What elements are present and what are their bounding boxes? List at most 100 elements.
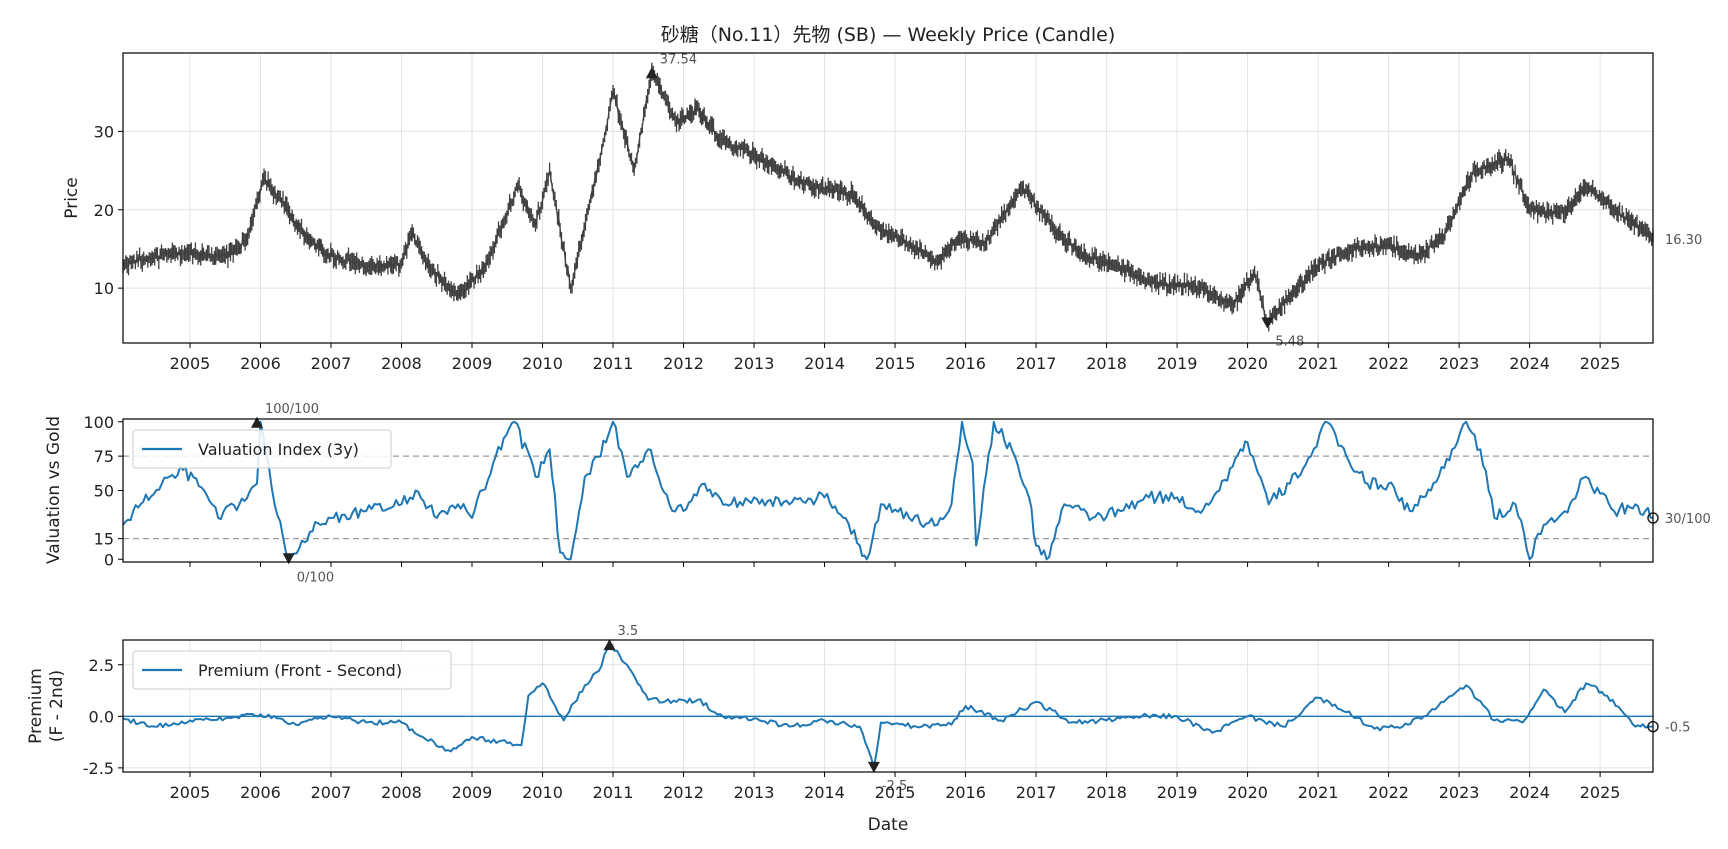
annotation-label: 37.54 xyxy=(660,52,697,67)
premium-series xyxy=(122,643,1653,769)
x-tick-label: 2025 xyxy=(1580,783,1621,802)
x-tick-label: 2024 xyxy=(1509,354,1550,373)
price-line xyxy=(122,70,1654,327)
x-tick-label: 2025 xyxy=(1580,354,1621,373)
x-tick-label: 2018 xyxy=(1086,354,1127,373)
valuation-panel: 100/100 0/100 30/100 015 50 75 100 Valuation … xyxy=(44,402,1711,586)
x-tick-label: 2015 xyxy=(875,783,916,802)
y-tick-label: 50 xyxy=(94,482,114,501)
chart-title: 砂糖（No.11）先物 (SB) — Weekly Price (Candle) xyxy=(661,24,1116,46)
y-tick-label: 0 xyxy=(104,550,114,569)
x-tick-label: 2005 xyxy=(170,354,211,373)
x-tick-label: 2014 xyxy=(804,783,845,802)
x-tick-label: 2009 xyxy=(452,783,493,802)
x-tick-label: 2019 xyxy=(1157,783,1198,802)
valuation-legend-label: Valuation Index (3y) xyxy=(198,440,359,459)
annotation-label: -2.5 xyxy=(882,779,907,794)
premium-panel: 3.5-2.5-0.5 -2.50.02.5 2005 2006 2007 2008 2… xyxy=(26,624,1690,835)
x-tick-label: 2019 xyxy=(1157,354,1198,373)
min-marker xyxy=(867,761,880,773)
x-tick-label: 2015 xyxy=(875,354,916,373)
x-tick-label: 2023 xyxy=(1439,354,1480,373)
valuation-series xyxy=(122,420,1654,561)
x-tick-label: 2012 xyxy=(663,354,704,373)
max-marker xyxy=(250,416,263,428)
x-tick-label: 2021 xyxy=(1298,354,1339,373)
x-tick-label: 2008 xyxy=(381,783,422,802)
annotation-label: 5.48 xyxy=(1275,335,1304,350)
price-y-ticks: 10 20 30 xyxy=(94,122,123,298)
premium-legend-label: Premium (Front - Second) xyxy=(198,661,402,680)
valuation-y-label: Valuation vs Gold xyxy=(44,416,64,564)
price-grid xyxy=(123,53,1653,343)
y-tick-label: 15 xyxy=(94,530,114,549)
x-tick-label: 2021 xyxy=(1298,783,1339,802)
min-marker xyxy=(1261,317,1274,329)
x-tick-label: 2018 xyxy=(1086,783,1127,802)
valuation-annotations: 100/100 0/100 30/100 xyxy=(250,402,1711,585)
annotation-label: 16.30 xyxy=(1665,233,1702,248)
series-line xyxy=(122,643,1653,769)
max-marker xyxy=(603,639,616,651)
min-marker xyxy=(282,553,295,565)
premium-y-label-line2: (F - 2nd) xyxy=(47,670,67,742)
x-tick-label: 2006 xyxy=(240,354,281,373)
x-tick-label: 2011 xyxy=(593,783,634,802)
x-tick-label: 2005 xyxy=(170,783,211,802)
x-tick-label: 2024 xyxy=(1509,783,1550,802)
annotation-label: 0/100 xyxy=(297,570,334,585)
price-candles xyxy=(122,62,1654,332)
premium-x-label: Date xyxy=(868,815,909,835)
x-tick-label: 2020 xyxy=(1227,783,1268,802)
x-tick-label: 2017 xyxy=(1016,354,1057,373)
price-axes-frame xyxy=(122,52,1654,344)
valuation-legend-box xyxy=(132,429,392,469)
price-x-ticks: 2005 2006 2007 2008 2009 2010 2011 2012 2013 2014… xyxy=(170,343,1621,373)
y-tick-label: 20 xyxy=(94,201,114,220)
valuation-y-ticks: 015 50 75 100 xyxy=(83,413,123,569)
x-tick-label: 2016 xyxy=(945,354,986,373)
valuation-x-ticks xyxy=(189,562,1601,567)
x-tick-label: 2007 xyxy=(311,783,352,802)
annotation-label: 30/100 xyxy=(1665,512,1711,527)
series-line xyxy=(122,420,1654,561)
max-marker xyxy=(645,67,658,79)
price-y-label: Price xyxy=(62,177,82,218)
x-tick-label: 2008 xyxy=(381,354,422,373)
x-tick-label: 2011 xyxy=(593,354,634,373)
x-tick-label: 2009 xyxy=(452,354,493,373)
premium-annotations: 3.5 -2.5 -0.5 xyxy=(603,624,1690,794)
x-tick-label: 2023 xyxy=(1439,783,1480,802)
valuation-legend: Valuation Index (3y) xyxy=(132,429,392,469)
y-tick-label: 30 xyxy=(94,122,114,141)
premium-y-ticks: -2.5 0.0 2.5 xyxy=(83,656,123,778)
x-tick-label: 2022 xyxy=(1368,354,1409,373)
x-tick-label: 2013 xyxy=(734,783,775,802)
premium-y-label-line1: Premium xyxy=(26,668,46,744)
x-tick-label: 2010 xyxy=(522,783,563,802)
x-tick-label: 2006 xyxy=(240,783,281,802)
price-series xyxy=(122,62,1654,332)
premium-axes-frame xyxy=(122,639,1654,773)
y-tick-label: -2.5 xyxy=(83,759,114,778)
price-annotations: 37.54 5.48 16.30 xyxy=(645,52,1702,350)
annotation-label: -0.5 xyxy=(1665,721,1690,736)
x-tick-label: 2014 xyxy=(804,354,845,373)
x-tick-label: 2020 xyxy=(1227,354,1268,373)
annotation-label: 3.5 xyxy=(617,624,638,639)
x-tick-label: 2012 xyxy=(663,783,704,802)
x-tick-label: 2016 xyxy=(945,783,986,802)
y-tick-label: 75 xyxy=(94,447,114,466)
x-tick-label: 2010 xyxy=(522,354,563,373)
y-tick-label: 10 xyxy=(94,279,114,298)
y-tick-label: 0.0 xyxy=(89,707,114,726)
premium-legend: Premium (Front - Second) xyxy=(132,650,452,690)
premium-x-ticks: 2005 2006 2007 2008 2009 2010 2011 2012 2013 2014… xyxy=(170,772,1621,802)
x-tick-label: 2013 xyxy=(734,354,775,373)
y-tick-label: 2.5 xyxy=(89,656,114,675)
x-tick-label: 2007 xyxy=(311,354,352,373)
premium-legend-box xyxy=(132,650,452,690)
x-tick-label: 2017 xyxy=(1016,783,1057,802)
